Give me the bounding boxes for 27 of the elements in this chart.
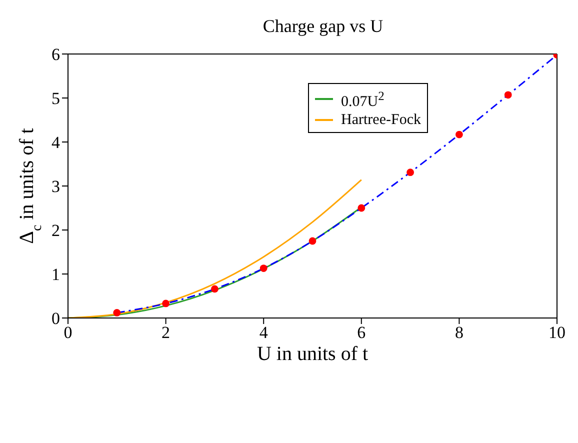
y-tick-label: 1 [52,265,60,284]
point [406,168,414,176]
x-tick-label: 8 [454,323,464,342]
x-axis-title: U in units of t [256,343,368,365]
point [504,91,512,99]
y-tick-label: 0 [52,309,60,328]
x-tick-label: 6 [357,323,366,342]
y-tick-label: 3 [52,177,60,196]
y-tick-label: 2 [52,221,60,240]
point [308,237,316,245]
y-tick-label: 4 [52,133,60,152]
y-tick-label: 6 [52,45,60,64]
x-tick-label: 4 [259,323,268,342]
x-tick-label: 2 [162,323,170,342]
legend-label: Hartree-Fock [341,111,421,129]
legend-label: 0.07U$^{2}$ [341,88,384,111]
line-series [68,179,362,318]
x-tick-label: 10 [548,323,566,342]
x-tick-label: 0 [64,323,72,342]
point [456,130,463,138]
chart-title: Charge gap vs U [262,16,384,36]
point [260,264,268,272]
point [113,309,121,316]
point [162,300,170,308]
point [358,204,366,212]
point [211,285,218,293]
y-tick-label: 5 [52,89,60,108]
